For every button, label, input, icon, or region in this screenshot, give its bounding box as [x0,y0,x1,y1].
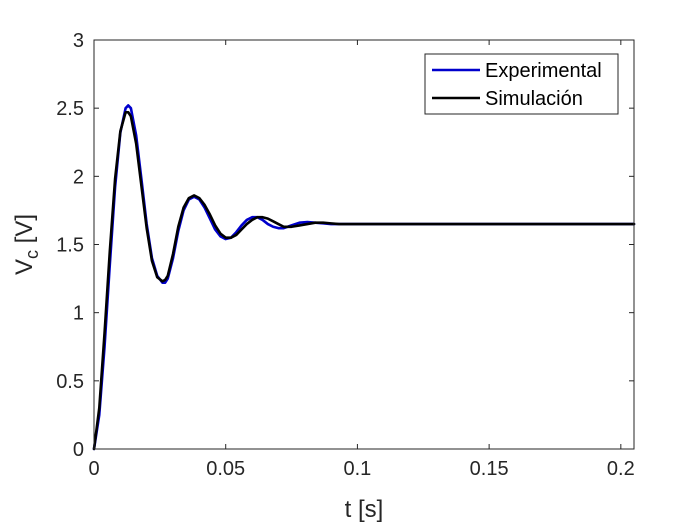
legend-label-experimental: Experimental [485,60,602,82]
legend-items: Experimental Simulación [432,60,602,110]
x-tick-label: 0.05 [206,458,245,480]
x-tick-label: 0.2 [607,458,635,480]
y-tick-label: 0.5 [56,371,84,393]
y-axis-label-main: V [11,259,38,275]
series-layer [92,104,636,451]
legend: Experimental Simulación [424,53,619,115]
y-axis-label-subscript: c [22,250,42,259]
y-tick-label: 3 [73,30,84,52]
y-tick-label: 1 [73,303,84,325]
x-axis-label: t [s] [345,496,384,523]
y-tick-label: 0 [73,439,84,461]
x-tick-label: 0.15 [470,458,509,480]
ticks-layer: 0 0.05 0.1 0.15 0.2 0 0.5 1 1.5 2 2.5 3 [56,30,635,480]
y-tick-label: 2.5 [56,98,84,120]
y-tick-label: 1.5 [56,235,84,257]
y-axis-label: Vc [V] [11,214,42,275]
x-tick-label: 0 [88,458,99,480]
series-line-simulacion [92,110,636,451]
legend-box [424,53,619,115]
y-tick-label: 2 [73,166,84,188]
x-tick-label: 0.1 [344,458,372,480]
legend-label-simulacion: Simulación [485,88,583,110]
y-axis-label-unit: [V] [11,214,38,250]
